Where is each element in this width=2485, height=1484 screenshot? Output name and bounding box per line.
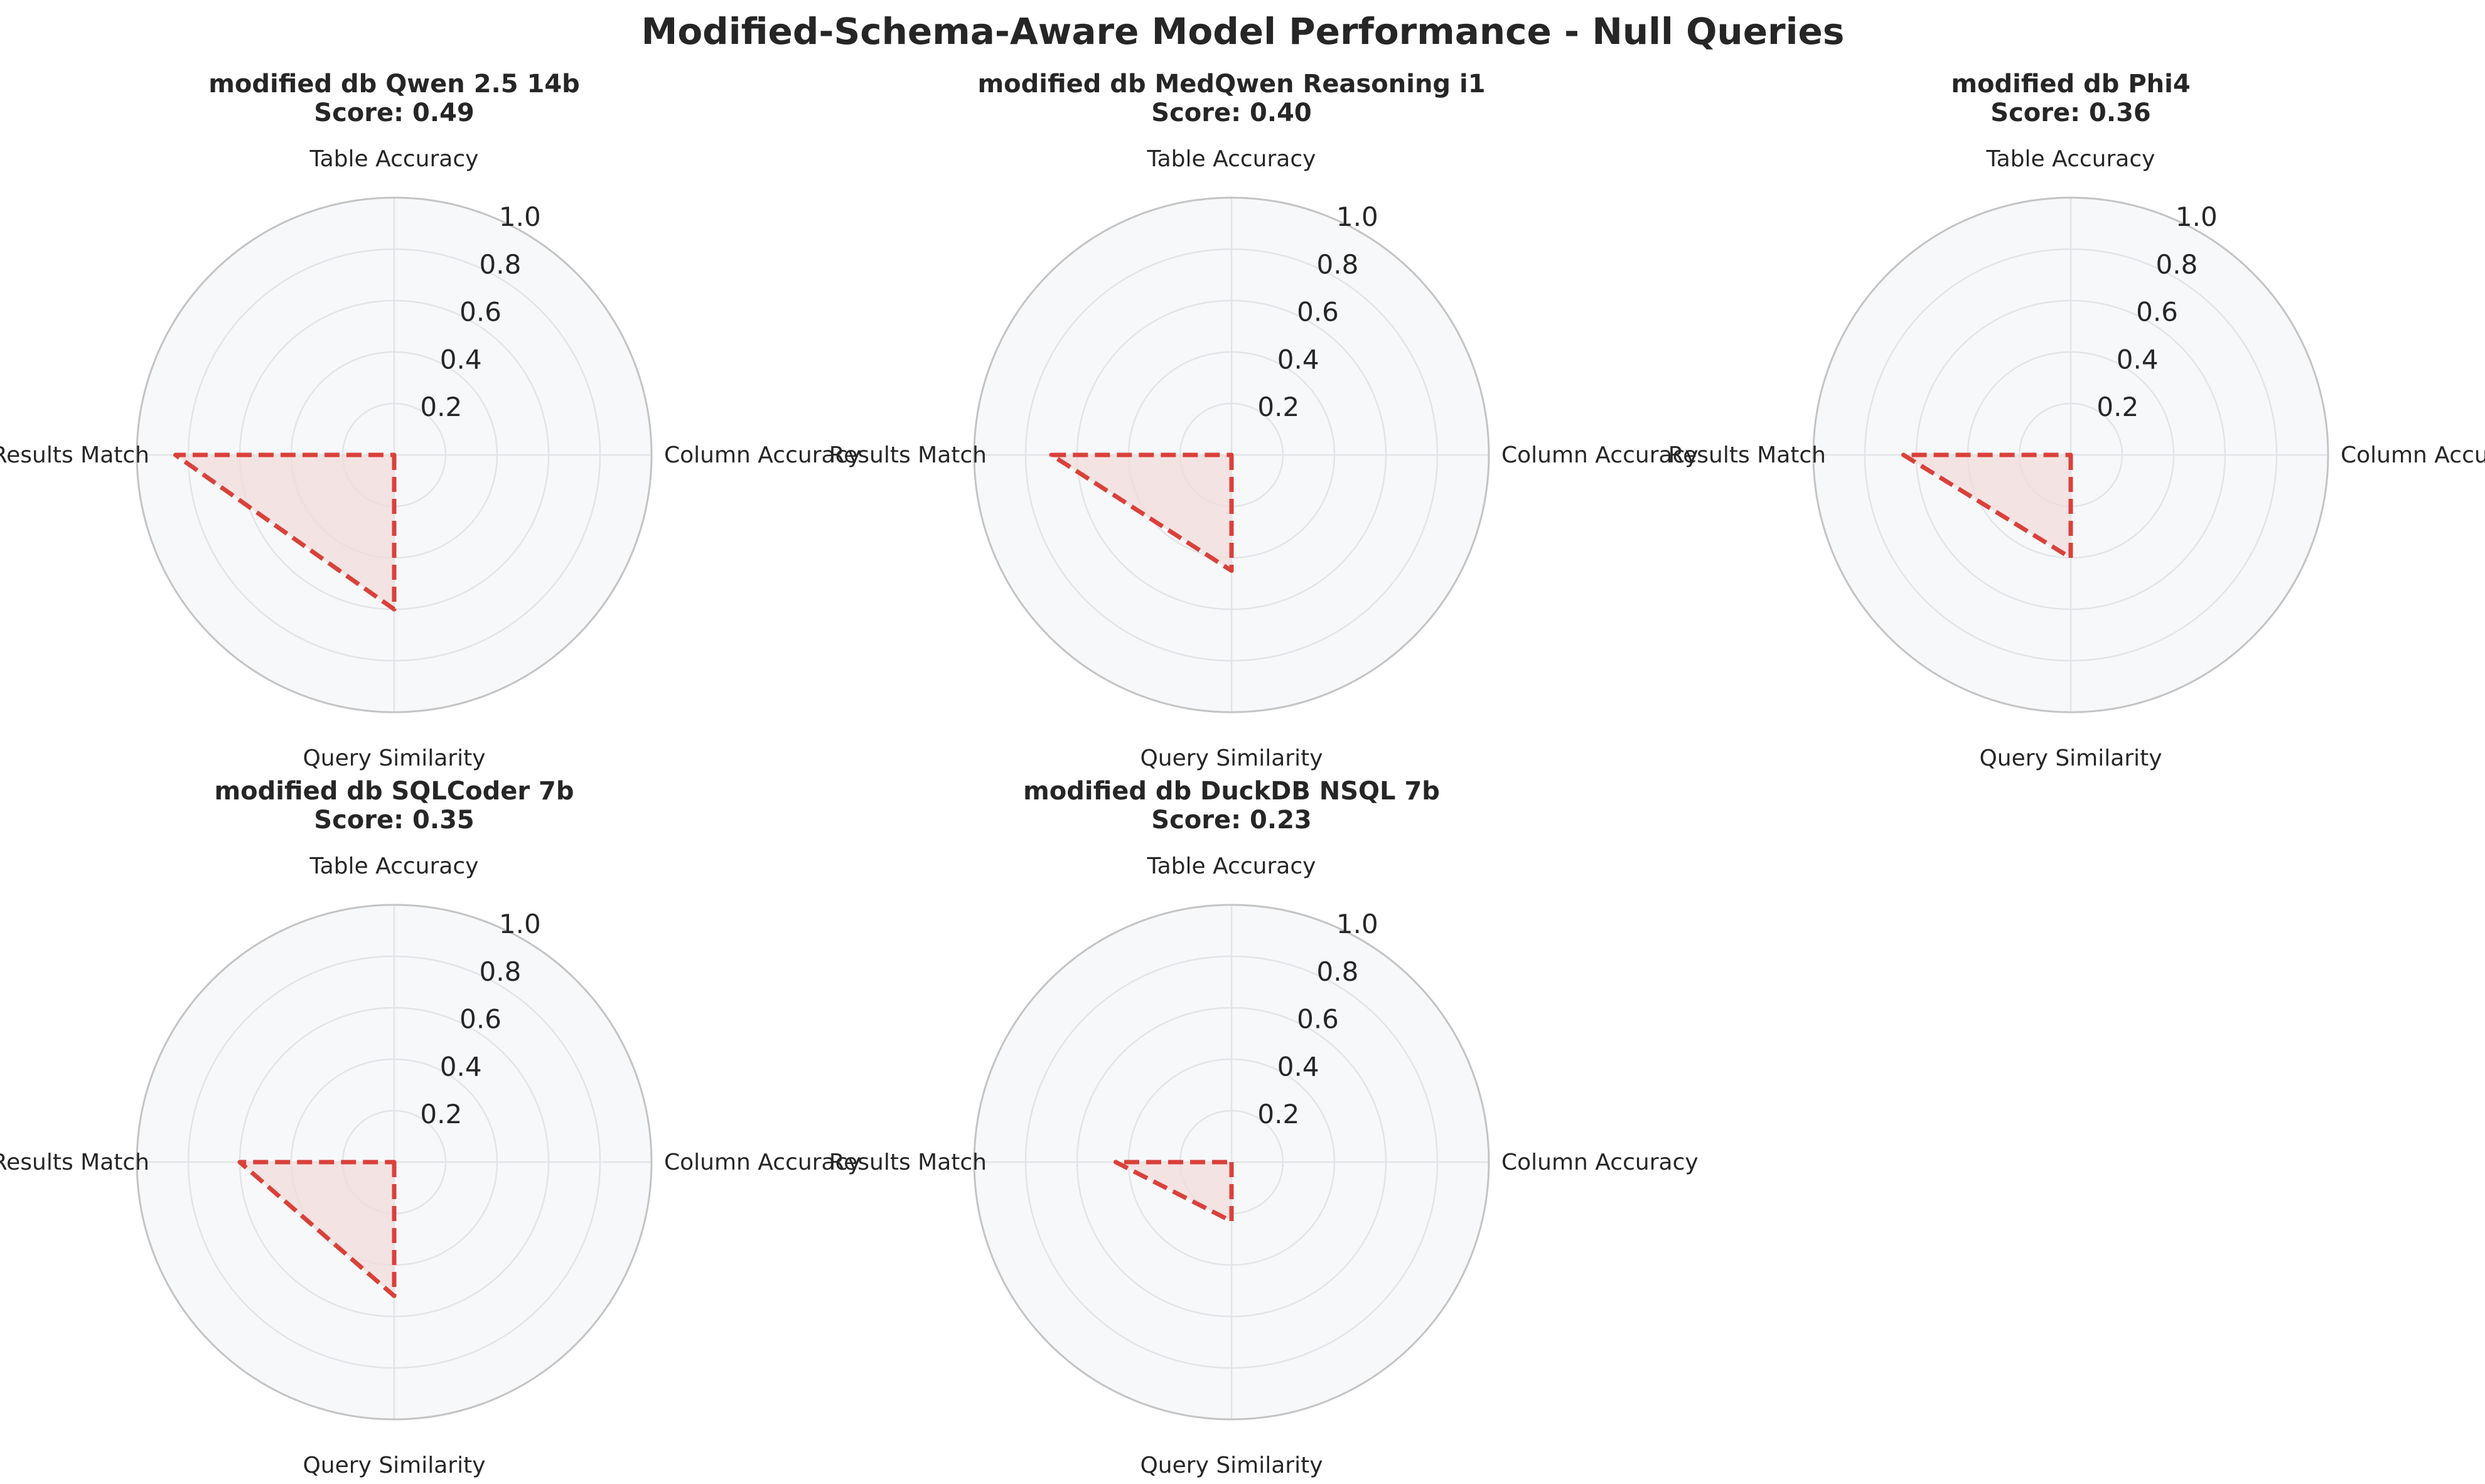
radial-tick-label: 0.2 <box>2096 392 2139 422</box>
subplot-score: Score: 0.49 <box>314 99 474 127</box>
axis-label: Query Similarity <box>303 1453 485 1478</box>
series-line <box>173 452 397 612</box>
radial-tick-label: 0.6 <box>1297 1004 1339 1035</box>
axis-label: Results Match <box>0 442 149 468</box>
axis-label: Table Accuracy <box>309 853 479 879</box>
subplot-title: modified db Qwen 2.5 14b <box>208 70 580 99</box>
radar-panel: 0.2 0.4 0.6 0.8 1.0 Table Accuracy Column Accu… <box>829 70 1699 771</box>
series-line <box>1114 1160 1234 1224</box>
axis-label: Column Accuracy <box>1501 1150 1699 1175</box>
subplot-title: modified db MedQwen Reasoning i1 <box>977 70 1485 99</box>
radial-tick-label: 0.4 <box>440 1052 482 1082</box>
figure-title: Modified-Schema-Aware Model Performance … <box>641 10 1845 53</box>
subplot-title: modified db DuckDB NSQL 7b <box>1023 777 1440 806</box>
radial-tick-label: 0.8 <box>1317 956 1359 987</box>
radar-panel: 0.2 0.4 0.6 0.8 1.0 Table Accuracy Column Accu… <box>1668 70 2485 771</box>
axis-label: Query Similarity <box>1140 745 1323 771</box>
axis-label: Results Match <box>829 442 987 468</box>
radial-tick-label: 0.2 <box>420 1099 462 1129</box>
series-line <box>1049 452 1234 573</box>
radial-tick-label: 1.0 <box>1336 909 1378 939</box>
radar-panel: 0.2 0.4 0.6 0.8 1.0 Table Accuracy Column Accu… <box>829 777 1699 1478</box>
radial-tick-label: 0.4 <box>1277 1052 1319 1082</box>
radial-tick-label: 0.8 <box>480 956 522 987</box>
radial-tick-label: 0.6 <box>459 1004 502 1035</box>
axis-label: Column Accuracy <box>1501 442 1699 468</box>
radial-tick-label: 0.4 <box>440 344 482 375</box>
polar-frame <box>136 196 653 713</box>
axis-label: Results Match <box>1668 442 1826 468</box>
subplot-score: Score: 0.36 <box>1990 99 2150 127</box>
series-line <box>1901 452 2073 560</box>
radial-tick-label: 0.8 <box>480 249 522 280</box>
series-line <box>237 1160 397 1298</box>
axis-label: Query Similarity <box>1979 745 2162 771</box>
radial-tick-label: 0.4 <box>2117 344 2159 375</box>
axis-label: Table Accuracy <box>1986 146 2155 172</box>
polar-frame <box>973 904 1490 1421</box>
axis-label: Column Accuracy <box>664 442 861 468</box>
axis-label: Query Similarity <box>1140 1453 1323 1478</box>
subplot-score: Score: 0.40 <box>1151 99 1311 127</box>
radar-panel: 0.2 0.4 0.6 0.8 1.0 Table Accuracy Column Accu… <box>0 70 861 771</box>
axis-label: Query Similarity <box>303 745 485 771</box>
radial-tick-label: 0.6 <box>2136 297 2178 328</box>
radial-tick-label: 1.0 <box>499 201 541 232</box>
radar-panels: 0.2 0.4 0.6 0.8 1.0 Table Accuracy Column Accu… <box>0 70 2485 1478</box>
subplot-title: modified db SQLCoder 7b <box>214 777 574 806</box>
axis-label: Column Accuracy <box>2341 442 2485 468</box>
axis-label: Table Accuracy <box>1147 853 1316 879</box>
subplot-title: modified db Phi4 <box>1951 70 2190 99</box>
radial-tick-label: 1.0 <box>2176 201 2218 232</box>
radial-tick-label: 0.4 <box>1277 344 1319 375</box>
radar-panel: 0.2 0.4 0.6 0.8 1.0 Table Accuracy Column Accu… <box>0 777 861 1478</box>
axis-label: Table Accuracy <box>309 146 479 172</box>
axis-label: Results Match <box>829 1150 987 1175</box>
radial-tick-label: 1.0 <box>499 909 541 939</box>
polar-frame <box>1812 196 2329 713</box>
subplot-score: Score: 0.35 <box>314 806 474 835</box>
axis-label: Table Accuracy <box>1147 146 1316 172</box>
radial-tick-label: 0.8 <box>1317 249 1359 280</box>
radial-tick-label: 0.8 <box>2156 249 2198 280</box>
radial-tick-label: 0.2 <box>1257 392 1299 422</box>
subplot-score: Score: 0.23 <box>1151 806 1311 835</box>
polar-frame <box>973 196 1490 713</box>
radial-tick-label: 0.6 <box>459 297 502 328</box>
axis-label: Column Accuracy <box>664 1150 861 1175</box>
radial-tick-label: 0.2 <box>1257 1099 1299 1129</box>
radial-tick-label: 1.0 <box>1336 201 1378 232</box>
polar-frame <box>136 904 653 1421</box>
radial-tick-label: 0.6 <box>1297 297 1339 328</box>
axis-label: Results Match <box>0 1150 149 1175</box>
radial-tick-label: 0.2 <box>420 392 462 422</box>
